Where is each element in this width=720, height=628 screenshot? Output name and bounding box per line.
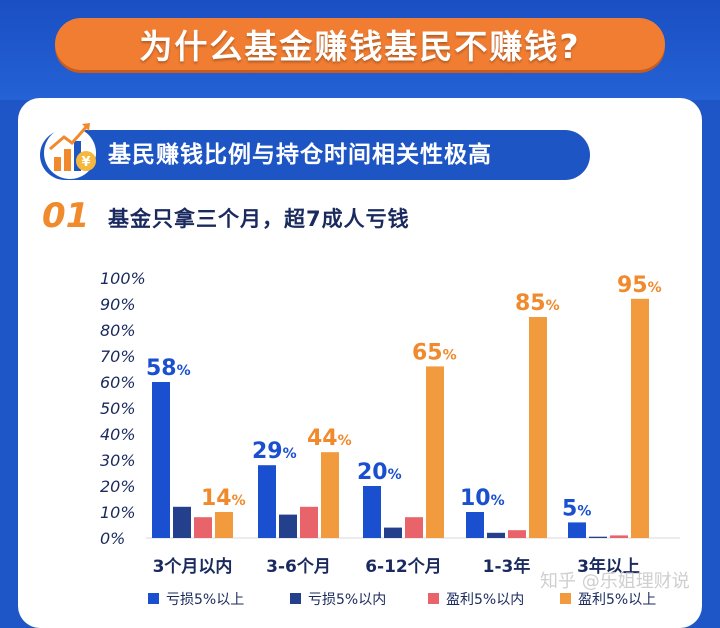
bar-chart: 0% 10% 20% 30% 40% 50% 60% 70% 80% 90% 100% 3个月以内 3-…	[100, 269, 680, 608]
y-tick-label: 40%	[100, 425, 136, 444]
x-tick-label: 3年以上	[577, 556, 640, 577]
section-heading: 基金只拿三个月，超7成人亏钱	[108, 207, 410, 231]
legend-label: 盈利5%以上	[578, 592, 656, 608]
y-tick-label: 0%	[100, 529, 125, 548]
bar	[426, 366, 444, 538]
data-label: 65%	[412, 340, 457, 365]
content-card	[18, 98, 702, 628]
data-label: 29%	[252, 439, 297, 464]
title-banner: 为什么基金赚钱基民不赚钱?	[55, 18, 665, 70]
y-tick-label: 10%	[100, 503, 136, 522]
legend-swatch	[290, 593, 301, 604]
data-label: 10%	[460, 486, 505, 511]
x-tick-label: 1-3年	[483, 556, 531, 577]
bar	[279, 514, 297, 538]
bar	[300, 506, 318, 538]
x-tick-label: 3-6个月	[266, 556, 331, 577]
bar	[258, 465, 276, 538]
section-number: 01	[42, 196, 90, 236]
svg-text:¥: ¥	[81, 155, 90, 170]
data-label: 58%	[146, 356, 191, 381]
x-tick-label: 6-12个月	[365, 556, 442, 577]
bar	[152, 382, 170, 538]
legend-swatch	[148, 593, 159, 604]
bar	[363, 486, 381, 538]
y-tick-label: 50%	[100, 399, 136, 418]
legend-label: 亏损5%以上	[166, 592, 244, 608]
bar	[631, 298, 649, 538]
legend-swatch	[560, 593, 571, 604]
x-tick-label: 3个月以内	[153, 556, 233, 577]
bar	[487, 532, 505, 538]
data-label: 95%	[617, 273, 662, 298]
y-tick-label: 30%	[100, 451, 136, 470]
bar	[589, 536, 607, 538]
data-label: 85%	[515, 291, 560, 316]
bar	[321, 452, 339, 538]
bar	[529, 317, 547, 538]
y-tick-label: 70%	[100, 347, 136, 366]
subtitle-bar	[40, 130, 590, 180]
data-label: 20%	[357, 460, 402, 485]
bar	[384, 527, 402, 538]
page-title: 为什么基金赚钱基民不赚钱?	[139, 27, 581, 66]
y-tick-label: 90%	[100, 295, 136, 314]
legend-swatch	[428, 593, 439, 604]
bar	[508, 530, 526, 538]
legend-label: 亏损5%以内	[308, 592, 386, 608]
y-tick-label: 60%	[100, 373, 136, 392]
growth-chart-icon: ¥	[44, 123, 96, 179]
bar	[215, 512, 233, 538]
data-label: 5%	[562, 496, 591, 521]
y-tick-label: 100%	[100, 269, 146, 288]
subtitle-text: 基民赚钱比例与持仓时间相关性极高	[108, 142, 492, 168]
bar	[610, 535, 628, 538]
y-tick-label: 80%	[100, 321, 136, 340]
data-label: 44%	[307, 426, 352, 451]
bar	[466, 512, 484, 538]
bar	[173, 506, 191, 538]
watermark: 知乎 @乐姐理财说	[540, 571, 690, 592]
legend-label: 盈利5%以内	[446, 592, 524, 608]
data-label: 14%	[201, 486, 246, 511]
bar	[405, 517, 423, 538]
y-tick-label: 20%	[100, 477, 136, 496]
bar	[568, 522, 586, 538]
bar	[194, 517, 212, 538]
